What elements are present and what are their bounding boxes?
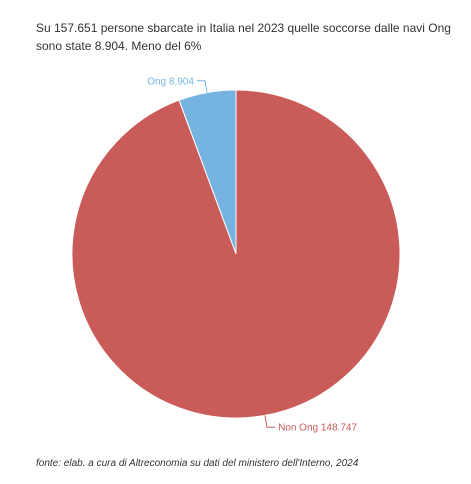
slice-labels: Ong 8.904 Non Ong 148.747	[147, 76, 357, 433]
pie-slice-non-ong	[71, 89, 401, 419]
source-note: fonte: elab. a cura di Altreconomia su d…	[36, 458, 359, 469]
connector-non-ong	[264, 415, 276, 428]
chart-title: Su 157.651 persone sbarcate in Italia ne…	[36, 21, 451, 53]
connector-ong	[196, 80, 208, 93]
label-connectors	[196, 80, 276, 428]
slice-label-non-ong: Non Ong 148.747	[278, 423, 357, 434]
slice-label-ong: Ong 8.904	[147, 76, 194, 87]
pie-slices	[71, 89, 401, 419]
